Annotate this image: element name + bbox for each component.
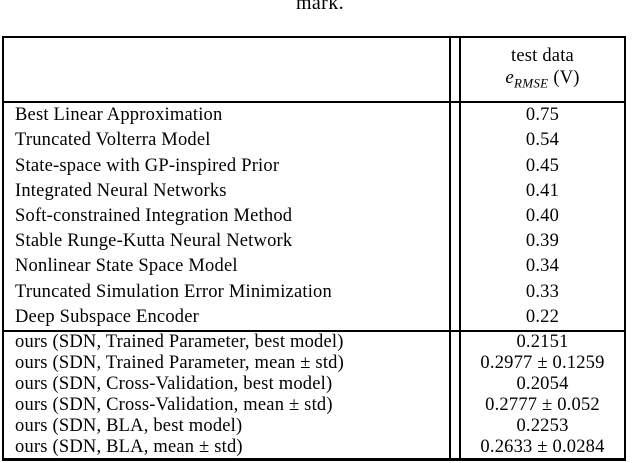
caption-fragment: mark. [295, 0, 345, 14]
header-ermse-label: eRMSE (V) [505, 67, 579, 94]
value-cell: 0.34 [459, 254, 624, 280]
value-cell: 0.41 [459, 178, 624, 204]
method-cell: ours (SDN, Cross-Validation, mean ± std) [4, 395, 451, 416]
table-row: State-space with GP-inspired Prior 0.45 [4, 153, 624, 179]
method-cell: Stable Runge-Kutta Neural Network [4, 229, 451, 255]
method-cell: State-space with GP-inspired Prior [4, 153, 451, 179]
method-cell: ours (SDN, Trained Parameter, best model… [4, 332, 451, 353]
method-cell: Nonlinear State Space Model [4, 254, 451, 280]
table-row: Truncated Volterra Model 0.54 [4, 128, 624, 154]
table-row: Stable Runge-Kutta Neural Network 0.39 [4, 229, 624, 255]
method-cell: Truncated Simulation Error Minimization [4, 279, 451, 305]
results-table: test data eRMSE (V) Best Linear Approxima… [2, 36, 626, 461]
table-row: ours (SDN, Trained Parameter, best model… [4, 332, 624, 353]
table-row: Integrated Neural Networks 0.41 [4, 178, 624, 204]
value-cell: 0.2633 ± 0.0284 [459, 437, 624, 458]
header-test-data-label: test data [511, 45, 574, 66]
ermse-unit: (V) [553, 67, 580, 88]
table-row: ours (SDN, Trained Parameter, mean ± std… [4, 353, 624, 374]
ermse-subscript: RMSE [513, 75, 549, 91]
value-cell: 0.75 [459, 103, 624, 129]
value-cell: 0.54 [459, 128, 624, 154]
value-cell: 0.22 [459, 304, 624, 330]
method-cell: ours (SDN, BLA, mean ± std) [4, 437, 451, 458]
method-cell: ours (SDN, BLA, best model) [4, 416, 451, 437]
method-cell: Best Linear Approximation [4, 103, 451, 129]
value-cell: 0.2977 ± 0.1259 [459, 353, 624, 374]
table-row: ours (SDN, BLA, best model) 0.2253 [4, 416, 624, 437]
method-cell: Truncated Volterra Model [4, 128, 451, 154]
table-row: ours (SDN, BLA, mean ± std) 0.2633 ± 0.0… [4, 437, 624, 458]
table-row: Nonlinear State Space Model 0.34 [4, 254, 624, 280]
table-row: Deep Subspace Encoder 0.22 [4, 304, 624, 330]
header-value-cell: test data eRMSE (V) [459, 38, 624, 101]
header-method-cell [4, 38, 451, 101]
value-cell: 0.2151 [459, 332, 624, 353]
value-cell: 0.2777 ± 0.052 [459, 395, 624, 416]
method-cell: ours (SDN, Trained Parameter, mean ± std… [4, 353, 451, 374]
table-row: ours (SDN, Cross-Validation, mean ± std)… [4, 395, 624, 416]
method-cell: ours (SDN, Cross-Validation, best model) [4, 374, 451, 395]
table-row: ours (SDN, Cross-Validation, best model)… [4, 374, 624, 395]
ermse-symbol: e [505, 66, 514, 88]
value-cell: 0.2054 [459, 374, 624, 395]
table-header-row: test data eRMSE (V) [4, 38, 624, 103]
value-cell: 0.39 [459, 229, 624, 255]
value-cell: 0.2253 [459, 416, 624, 437]
value-cell: 0.40 [459, 203, 624, 230]
method-cell: Deep Subspace Encoder [4, 304, 451, 330]
table-row: Best Linear Approximation 0.75 [4, 103, 624, 129]
method-cell: Integrated Neural Networks [4, 178, 451, 204]
table-row: Soft-constrained Integration Method 0.40 [4, 203, 624, 230]
value-cell: 0.33 [459, 279, 624, 305]
method-cell: Soft-constrained Integration Method [4, 203, 451, 230]
value-cell: 0.45 [459, 153, 624, 179]
benchmark-methods-section: Best Linear Approximation 0.75 Truncated… [4, 103, 624, 332]
ours-methods-section: ours (SDN, Trained Parameter, best model… [4, 332, 624, 458]
table-row: Truncated Simulation Error Minimization … [4, 279, 624, 305]
